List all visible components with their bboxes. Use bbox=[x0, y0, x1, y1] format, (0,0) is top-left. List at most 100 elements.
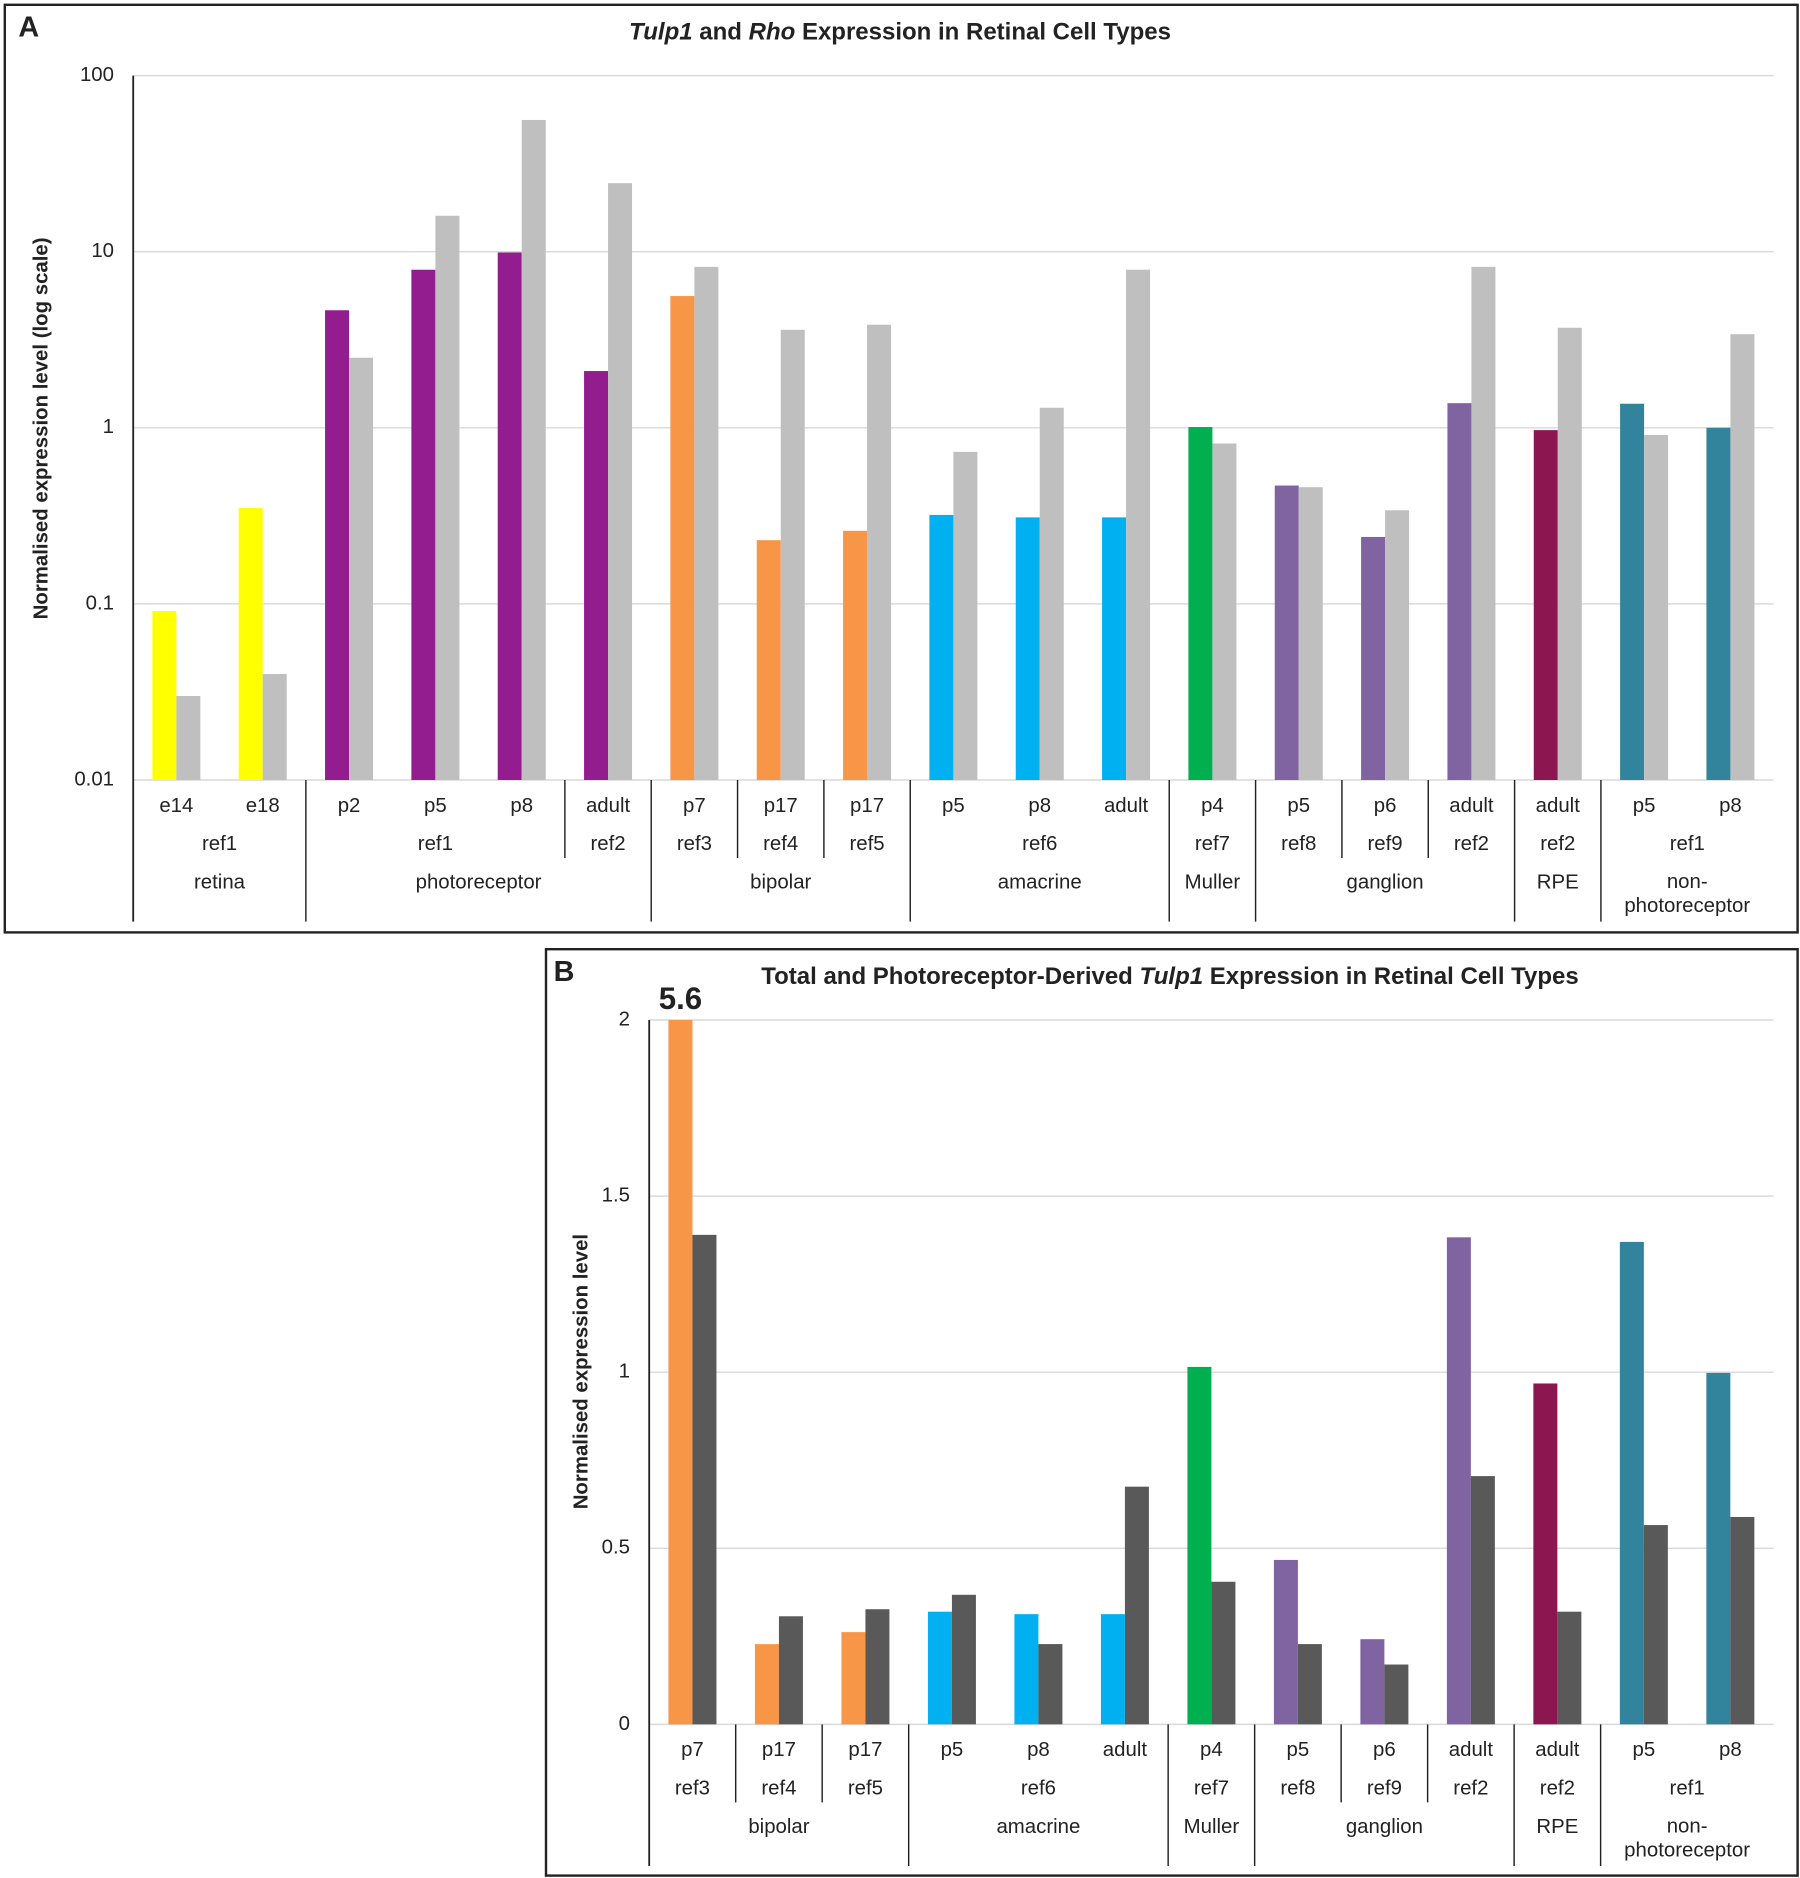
x-tick-label: p6 bbox=[1373, 1739, 1396, 1761]
x-tick-label: p17 bbox=[764, 795, 798, 817]
x-tick-label: adult bbox=[1536, 795, 1581, 817]
bars bbox=[152, 119, 1755, 780]
bar bbox=[349, 357, 374, 780]
ref-label: ref3 bbox=[677, 833, 712, 855]
bar bbox=[670, 296, 695, 780]
panel-frame bbox=[3, 3, 1799, 934]
y-tick-label: 0.1 bbox=[86, 592, 114, 614]
bar bbox=[1298, 487, 1323, 780]
y-tick-label: 1 bbox=[103, 416, 114, 438]
y-axis-label: Normalised expression level (log scale) bbox=[30, 237, 52, 619]
ref-label: ref7 bbox=[1194, 1778, 1229, 1800]
bar bbox=[262, 673, 287, 780]
group-label: Muller bbox=[1184, 1816, 1240, 1838]
bar bbox=[176, 695, 201, 780]
bar bbox=[1643, 1525, 1668, 1725]
bar bbox=[1187, 1366, 1212, 1725]
x-tick-label: adult bbox=[1104, 795, 1149, 817]
bar bbox=[238, 508, 263, 780]
group-label: non-photoreceptor bbox=[1624, 1816, 1750, 1862]
bar bbox=[1038, 1644, 1063, 1725]
bar bbox=[951, 1594, 976, 1725]
panel-frame bbox=[544, 947, 1799, 1877]
x-tick-label: p7 bbox=[683, 795, 706, 817]
y-axis-label: Normalised expression level bbox=[570, 1234, 592, 1509]
bar bbox=[1102, 517, 1127, 780]
bar bbox=[843, 530, 868, 780]
ref-label: ref2 bbox=[1540, 833, 1575, 855]
group-label: retina bbox=[194, 872, 246, 894]
ref-label: ref2 bbox=[590, 833, 625, 855]
ref-label: ref7 bbox=[1195, 833, 1230, 855]
bar bbox=[497, 252, 522, 780]
bar bbox=[1211, 1581, 1236, 1725]
panel-letter: A bbox=[18, 11, 39, 43]
x-tick-label: p17 bbox=[848, 1739, 882, 1761]
ref-label: ref4 bbox=[763, 833, 798, 855]
x-tick-label: p5 bbox=[424, 795, 447, 817]
title-part: Tulp1 bbox=[1140, 963, 1204, 990]
bar bbox=[435, 215, 460, 780]
bar bbox=[668, 1020, 693, 1725]
x-tick-label: adult bbox=[1449, 1739, 1494, 1761]
group-label: photoreceptor bbox=[416, 872, 542, 894]
group-label: RPE bbox=[1537, 872, 1579, 894]
x-tick-label: p4 bbox=[1200, 1739, 1223, 1761]
bar bbox=[1015, 517, 1040, 780]
x-tick-label: p8 bbox=[1028, 795, 1051, 817]
x-tick-label: p5 bbox=[1633, 1739, 1656, 1761]
y-tick-label: 0 bbox=[619, 1713, 630, 1735]
y-tick-label: 1 bbox=[619, 1361, 630, 1383]
bar bbox=[1126, 269, 1151, 780]
title-part: Total and Photoreceptor-Derived bbox=[761, 963, 1139, 990]
bar bbox=[1360, 1639, 1385, 1725]
bar bbox=[1446, 1237, 1471, 1725]
bar bbox=[608, 183, 633, 780]
ref-label: ref5 bbox=[848, 1778, 883, 1800]
bar bbox=[411, 269, 436, 780]
x-tick-label: p7 bbox=[681, 1739, 704, 1761]
bar bbox=[584, 371, 609, 780]
x-tick-label: p5 bbox=[942, 795, 965, 817]
bar bbox=[694, 266, 719, 780]
ref-label: ref2 bbox=[1454, 833, 1489, 855]
x-tick-label: p17 bbox=[850, 795, 884, 817]
bar bbox=[1730, 1516, 1755, 1725]
ref-label: ref4 bbox=[761, 1778, 796, 1800]
bar bbox=[1533, 430, 1558, 780]
bar bbox=[1014, 1614, 1039, 1725]
y-tick-label: 2 bbox=[619, 1008, 630, 1030]
ref-label: ref6 bbox=[1022, 833, 1057, 855]
group-label: bipolar bbox=[750, 872, 811, 894]
bar bbox=[521, 119, 546, 780]
x-tick-label: p17 bbox=[762, 1739, 796, 1761]
x-tick-label: p5 bbox=[1287, 1739, 1310, 1761]
ref-label: ref9 bbox=[1367, 1778, 1402, 1800]
ref-label: ref1 bbox=[202, 833, 237, 855]
bars bbox=[668, 1020, 1755, 1725]
x-tick-label: p6 bbox=[1374, 795, 1397, 817]
bar bbox=[1297, 1644, 1322, 1725]
bar bbox=[929, 514, 954, 780]
group-label: Muller bbox=[1185, 872, 1241, 894]
title-part: Expression in Retinal Cell Types bbox=[795, 19, 1171, 46]
x-tick-label: e14 bbox=[159, 795, 193, 817]
bar bbox=[1730, 334, 1755, 780]
x-tick-label: adult bbox=[586, 795, 631, 817]
x-tick-label: adult bbox=[1103, 1739, 1148, 1761]
y-tick-label: 1.5 bbox=[602, 1184, 630, 1206]
group-label: ganglion bbox=[1347, 872, 1424, 894]
x-tick-label: p8 bbox=[510, 795, 533, 817]
bar bbox=[865, 1609, 890, 1725]
bar bbox=[1470, 1476, 1495, 1725]
x-tick-label: p5 bbox=[1287, 795, 1310, 817]
ref-label: ref3 bbox=[675, 1778, 710, 1800]
bar bbox=[1039, 407, 1064, 780]
bar bbox=[1706, 427, 1731, 780]
ref-label: ref8 bbox=[1281, 833, 1316, 855]
y-tick-label: 10 bbox=[91, 240, 114, 262]
group-label: RPE bbox=[1536, 1816, 1578, 1838]
bar bbox=[1620, 403, 1645, 780]
bar bbox=[692, 1234, 717, 1725]
